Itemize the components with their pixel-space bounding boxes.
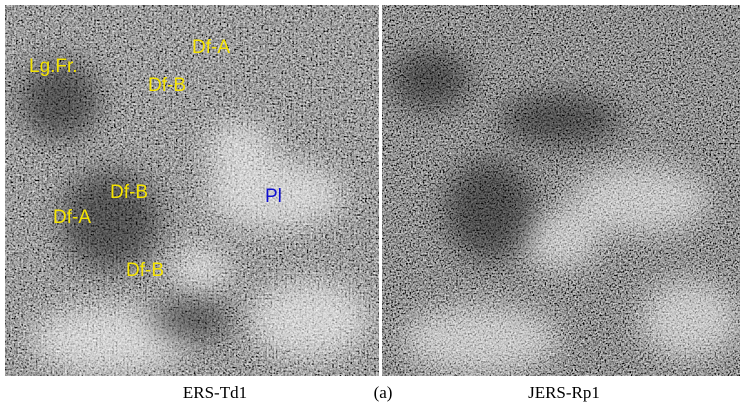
region-label: Df-A: [192, 37, 230, 58]
region-label: Df-A: [53, 207, 91, 228]
region-label: Df-B: [148, 75, 186, 96]
figure-label: (a): [374, 383, 393, 402]
figure: Lg.Fr. Df-A Df-B Df-B Df-A Df-B Pl ERS-T…: [0, 0, 743, 410]
panel-caption: ERS-Td1: [183, 383, 247, 402]
jers-image: [382, 5, 740, 376]
panel-caption: JERS-Rp1: [528, 383, 600, 402]
region-label: Pl: [265, 186, 282, 207]
region-label: Lg.Fr.: [29, 56, 78, 77]
region-label: Df-B: [110, 182, 148, 203]
region-label: Df-B: [126, 260, 164, 281]
